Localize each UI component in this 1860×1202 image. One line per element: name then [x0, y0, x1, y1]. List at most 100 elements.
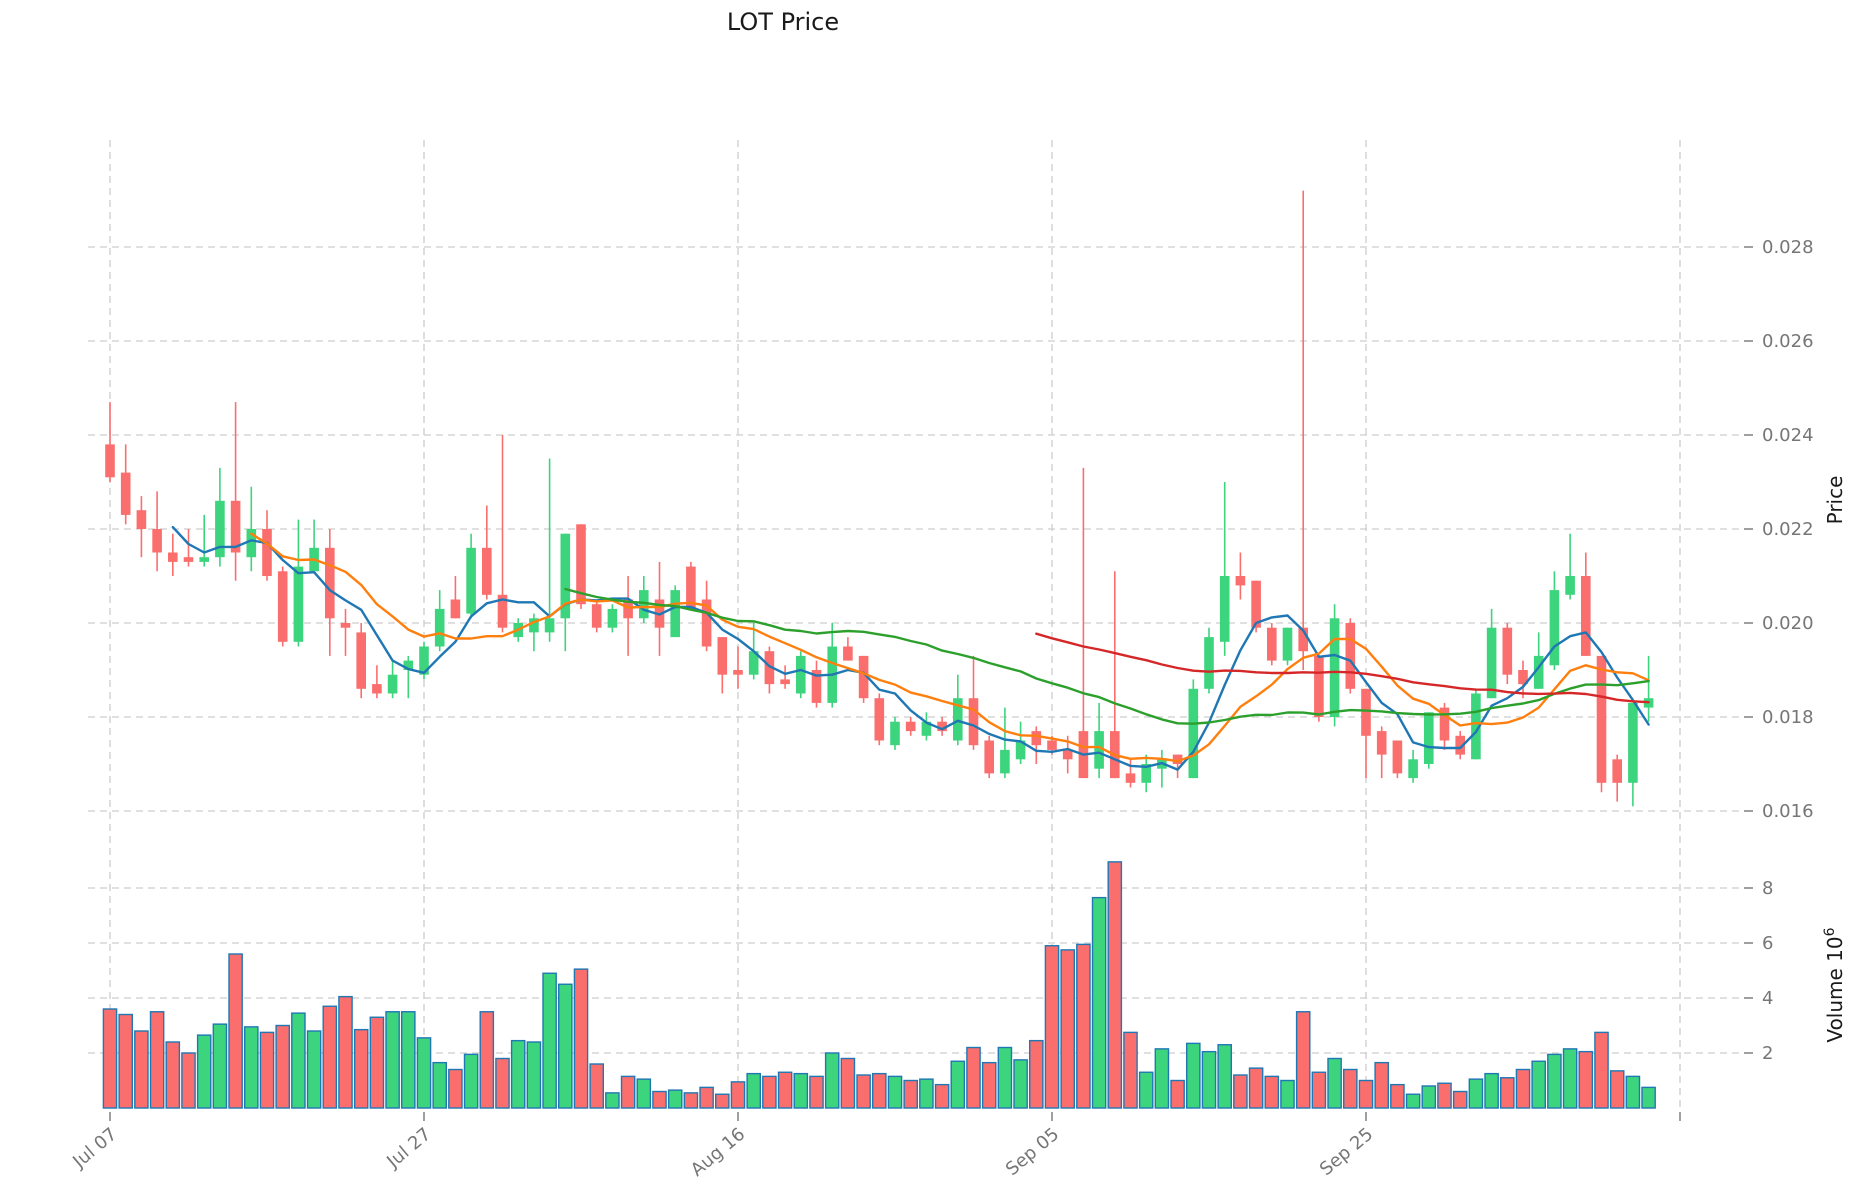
- candle-body: [811, 670, 822, 703]
- candle-body: [1628, 702, 1638, 783]
- candle-body: [340, 623, 351, 628]
- volume-tick-label: 2: [1762, 1043, 1773, 1064]
- volume-bar: [1515, 1068, 1531, 1109]
- volume-bar: [1107, 861, 1123, 1109]
- volume-bar: [667, 1089, 683, 1109]
- candle-body: [277, 571, 288, 642]
- volume-bar: [1280, 1079, 1295, 1109]
- volume-panel: [102, 861, 1656, 1109]
- volume-bar: [1342, 1068, 1358, 1109]
- candle-body: [639, 590, 649, 619]
- candle-body: [387, 674, 398, 694]
- volume-tick-label: 4: [1762, 988, 1773, 1009]
- candle-body: [717, 637, 728, 675]
- candle-body: [843, 646, 853, 661]
- candle-body: [1549, 590, 1560, 666]
- candle-body: [1219, 576, 1230, 642]
- date-tick-label: Aug 16: [687, 1124, 749, 1181]
- candle-body: [1047, 740, 1057, 750]
- volume-bar: [181, 1052, 196, 1109]
- volume-bar: [1421, 1085, 1437, 1109]
- candle-body: [168, 552, 178, 562]
- volume-bar: [1547, 1053, 1562, 1109]
- candle-body: [1267, 627, 1277, 661]
- candle-body: [356, 632, 366, 689]
- candle-body: [1314, 655, 1324, 717]
- candle-body: [1376, 731, 1387, 755]
- volume-bar: [683, 1092, 699, 1109]
- candle-body: [607, 608, 618, 628]
- candle-body: [921, 721, 932, 736]
- candle-body: [953, 698, 963, 741]
- candle-body: [968, 698, 979, 746]
- grid-layer: [88, 140, 1742, 1110]
- price-tick-label: 0.026: [1762, 331, 1814, 352]
- ma-30-line: [564, 587, 1650, 725]
- volume-bar: [997, 1046, 1013, 1109]
- volume-bar: [1358, 1079, 1374, 1109]
- candle-body: [403, 660, 414, 670]
- candle-body: [1439, 707, 1450, 741]
- candle-body: [246, 529, 257, 558]
- candle-body: [1455, 735, 1465, 755]
- candle-body: [576, 524, 586, 605]
- candle-body: [1361, 688, 1371, 736]
- volume-bar: [118, 1013, 133, 1109]
- candle-body: [120, 472, 131, 515]
- volume-bar: [1013, 1059, 1028, 1109]
- candle-body: [1298, 627, 1308, 652]
- volume-bar: [1233, 1074, 1248, 1109]
- volume-bar: [903, 1079, 918, 1109]
- volume-bar: [495, 1057, 510, 1109]
- price-tick-label: 0.024: [1762, 425, 1814, 446]
- volume-bar: [699, 1086, 714, 1109]
- candle-body: [1235, 576, 1246, 586]
- volume-bar: [950, 1060, 966, 1109]
- candle-body: [560, 533, 571, 619]
- volume-bar: [1641, 1086, 1656, 1109]
- volume-bar: [777, 1071, 793, 1109]
- chart-title: LOT Price: [726, 8, 840, 36]
- candle-body: [1125, 773, 1136, 783]
- volume-bar: [1327, 1057, 1342, 1109]
- volume-bar: [526, 1041, 542, 1109]
- volume-bar: [887, 1075, 903, 1109]
- volume-bar: [165, 1041, 181, 1109]
- date-tick-label: Jul 27: [382, 1124, 435, 1173]
- volume-bar: [1468, 1078, 1484, 1109]
- volume-bar: [102, 1008, 118, 1109]
- volume-bar: [338, 995, 353, 1109]
- price-tick-label: 0.016: [1762, 801, 1814, 822]
- volume-bar: [1452, 1090, 1468, 1109]
- volume-bar: [573, 968, 589, 1109]
- candle-body: [890, 721, 900, 746]
- candle-body: [325, 547, 335, 619]
- candle-body: [701, 599, 712, 647]
- volume-bar: [840, 1057, 856, 1109]
- ma-60-line: [1035, 632, 1650, 704]
- candle-body: [937, 721, 947, 732]
- volume-bar: [510, 1039, 526, 1109]
- candle-body: [1565, 576, 1575, 595]
- candle-body: [858, 655, 869, 699]
- candle-body: [905, 721, 916, 732]
- candle-body: [1424, 712, 1434, 764]
- volume-bar: [1060, 949, 1075, 1109]
- candle-body: [419, 646, 429, 675]
- candle-body: [482, 547, 492, 595]
- price-tick-label: 0.028: [1762, 237, 1814, 258]
- candle-body: [1408, 759, 1418, 779]
- candle-body: [748, 651, 759, 675]
- volume-bar: [432, 1061, 448, 1109]
- candle-body: [796, 655, 806, 694]
- volume-bar: [1499, 1077, 1515, 1109]
- volume-bar: [275, 1024, 291, 1109]
- volume-bar: [981, 1061, 997, 1109]
- candle-body: [764, 651, 775, 685]
- price-tick-label: 0.022: [1762, 519, 1814, 540]
- volume-bar: [824, 1052, 840, 1109]
- volume-bar: [1044, 945, 1060, 1109]
- candle-body: [262, 529, 272, 576]
